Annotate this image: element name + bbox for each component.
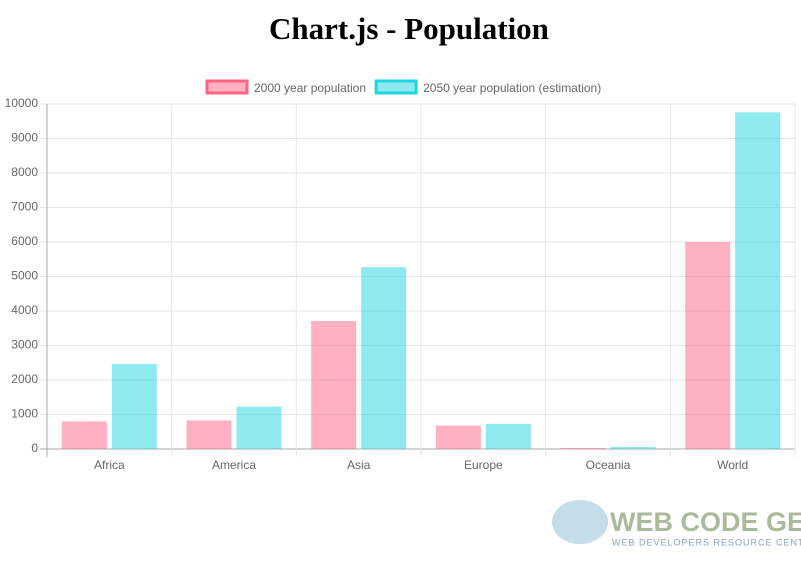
watermark-title: WEB CODE GEEKS [610, 507, 801, 537]
legend-swatch [374, 79, 418, 95]
y-tick-label: 6000 [11, 234, 38, 248]
bar [435, 425, 481, 449]
bar [61, 421, 107, 449]
x-tick-label: Europe [464, 458, 503, 472]
y-tick-label: 10000 [5, 96, 39, 110]
y-tick-label: 9000 [11, 131, 38, 145]
bar [685, 242, 731, 449]
bar [610, 446, 656, 449]
x-tick-label: World [717, 458, 748, 472]
bar [560, 447, 606, 449]
chart-title: Chart.js - Population [269, 11, 549, 46]
watermark-logo [552, 500, 608, 544]
y-tick-label: 4000 [11, 303, 38, 317]
x-tick-label: Oceania [586, 458, 631, 472]
bar [361, 267, 407, 449]
bar [311, 321, 357, 449]
watermark-subtitle: WEB DEVELOPERS RESOURCE CENTER [612, 537, 801, 547]
y-tick-label: 5000 [11, 269, 38, 283]
x-tick-label: America [212, 458, 256, 472]
x-tick-label: Africa [94, 458, 125, 472]
bar [735, 112, 781, 449]
bar [485, 423, 531, 449]
bar [111, 364, 157, 449]
y-tick-label: 0 [31, 441, 38, 455]
bar [186, 420, 232, 449]
y-tick-label: 2000 [11, 372, 38, 386]
y-tick-label: 3000 [11, 338, 38, 352]
legend-label: 2000 year population [254, 81, 366, 95]
watermark: WEB CODE GEEKS WEB DEVELOPERS RESOURCE C… [552, 500, 801, 547]
bar [236, 406, 282, 449]
x-tick-label: Asia [347, 458, 371, 472]
y-tick-label: 8000 [11, 165, 38, 179]
y-tick-label: 7000 [11, 200, 38, 214]
legend-label: 2050 year population (estimation) [423, 81, 601, 95]
legend-swatch [205, 79, 249, 95]
y-tick-label: 1000 [11, 407, 38, 421]
